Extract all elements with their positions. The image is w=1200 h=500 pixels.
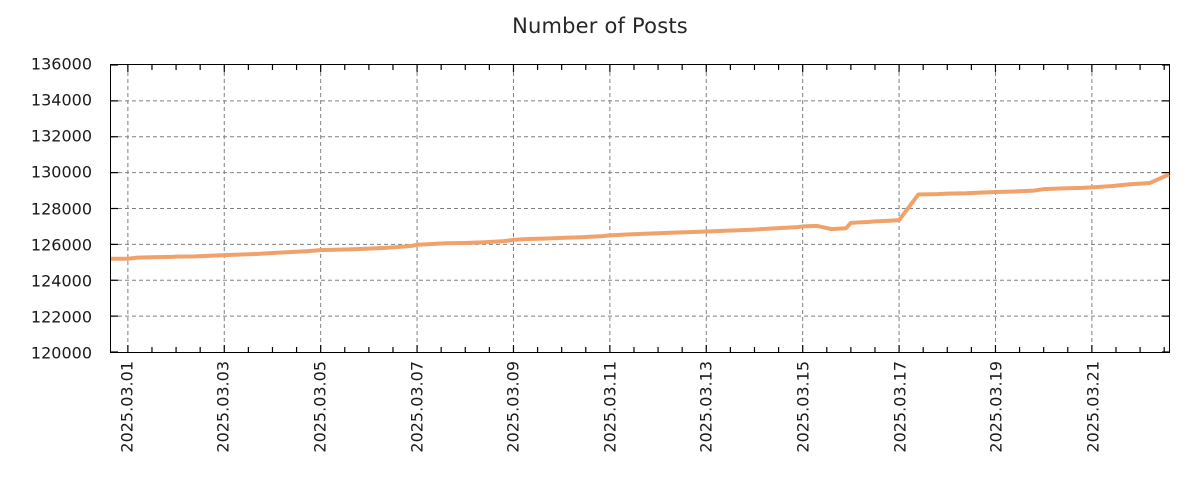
y-axis-tick-label: 134000 bbox=[30, 90, 92, 110]
y-axis-tick-label: 120000 bbox=[30, 343, 92, 363]
x-axis-tick-label: 2025.03.19 bbox=[986, 361, 1006, 453]
x-axis-tick-label: 2025.03.03 bbox=[213, 361, 233, 453]
y-axis-tick-label: 132000 bbox=[30, 126, 92, 146]
x-axis-tick-label: 2025.03.13 bbox=[696, 361, 716, 453]
y-axis-tick-label: 136000 bbox=[30, 54, 92, 74]
y-axis-tick-label: 130000 bbox=[30, 162, 92, 182]
y-axis-tick-label: 122000 bbox=[30, 307, 92, 327]
x-axis-tick-label: 2025.03.11 bbox=[600, 361, 620, 453]
y-axis-tick-label: 126000 bbox=[30, 235, 92, 255]
x-axis-tick-label: 2025.03.01 bbox=[117, 361, 137, 453]
data-line-series bbox=[111, 65, 1169, 352]
x-axis-tick-label: 2025.03.05 bbox=[310, 361, 330, 453]
grid-lines bbox=[111, 65, 1169, 352]
x-axis-tick-label: 2025.03.15 bbox=[793, 361, 813, 453]
plot-area bbox=[110, 64, 1170, 353]
axis-ticks bbox=[111, 65, 1169, 352]
chart-title: Number of Posts bbox=[512, 14, 688, 38]
y-axis-tick-label: 124000 bbox=[30, 271, 92, 291]
x-axis-tick-label: 2025.03.17 bbox=[890, 361, 910, 453]
x-axis-tick-label: 2025.03.09 bbox=[503, 361, 523, 453]
x-axis-tick-label: 2025.03.07 bbox=[407, 361, 427, 453]
y-axis-tick-label: 128000 bbox=[30, 199, 92, 218]
x-axis-tick-label: 2025.03.21 bbox=[1083, 361, 1103, 453]
